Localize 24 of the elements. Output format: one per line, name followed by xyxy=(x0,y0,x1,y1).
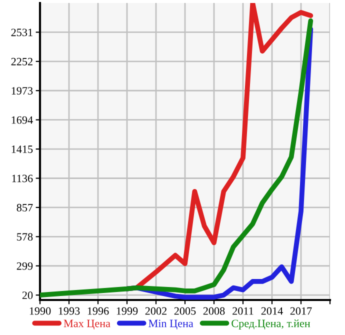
x-tick-label: 1993 xyxy=(58,307,80,315)
line-series xyxy=(40,18,314,298)
x-tick-label: 1990 xyxy=(30,307,51,315)
x-tick-label: 1996 xyxy=(88,307,109,315)
y-tick-label: 2252 xyxy=(11,58,32,66)
x-tick-label: 2002 xyxy=(145,307,166,315)
y-tick-label: 2531 xyxy=(11,28,32,36)
x-tick-label: 2005 xyxy=(174,307,196,315)
y-tick-label: 299 xyxy=(16,262,33,270)
legend-label: Сред.Цена, т.йен xyxy=(232,319,310,330)
y-tick-label: 20 xyxy=(22,292,33,300)
x-tick-label: 2008 xyxy=(203,307,225,315)
y-tick-label: 578 xyxy=(17,233,33,241)
y-tick-label: 1694 xyxy=(12,116,33,124)
y-tick-label: 857 xyxy=(16,204,33,212)
legend-label: Min Цена xyxy=(148,320,194,330)
x-tick-label: 1999 xyxy=(116,307,138,315)
x-tick-label: 2014 xyxy=(261,307,283,315)
x-tick-label: 2017 xyxy=(290,307,312,315)
x-tick-label: 2011 xyxy=(232,307,254,315)
y-tick-label: 1415 xyxy=(12,146,33,154)
legend-label: Max Цена xyxy=(64,320,110,330)
y-tick-label: 1136 xyxy=(12,174,33,182)
y-tick-label: 1973 xyxy=(12,87,33,95)
